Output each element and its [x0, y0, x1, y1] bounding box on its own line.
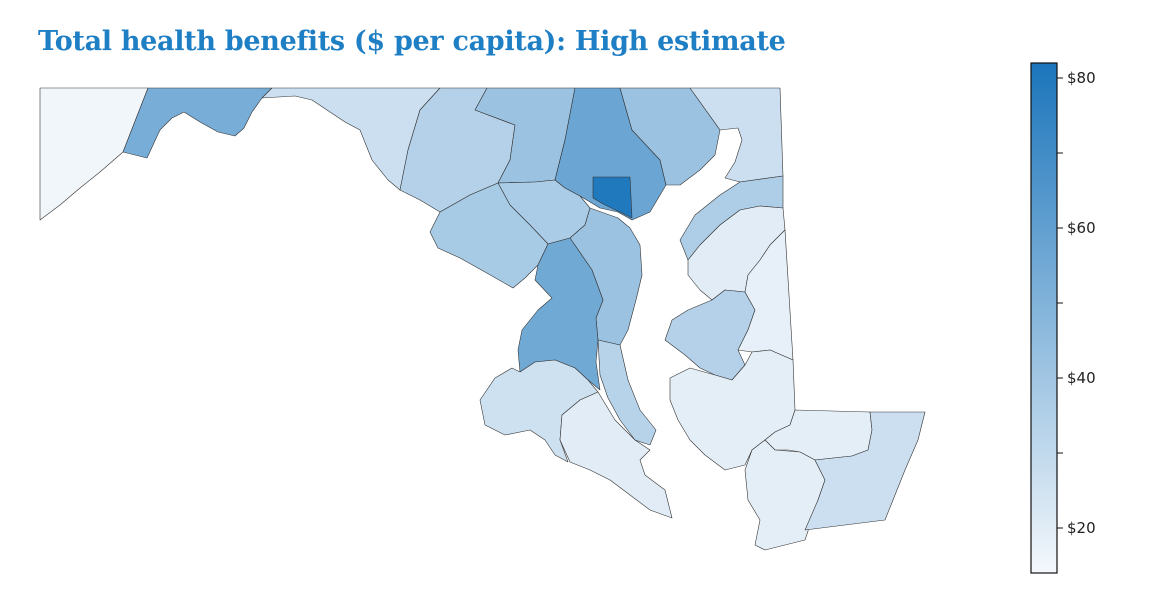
map-title: Total health benefits ($ per capita): Hi… — [38, 26, 786, 57]
legend-tick-label: $60 — [1067, 219, 1096, 237]
legend-colorbar — [1030, 62, 1058, 574]
county-talbot[interactable] — [664, 289, 756, 381]
legend-tick-label: $80 — [1067, 69, 1096, 87]
legend-ticks: $20 $40 $60 $80 — [1057, 69, 1096, 537]
legend-tick-label: $20 — [1067, 519, 1096, 537]
county-baltimore-city[interactable] — [592, 176, 633, 219]
maryland-map — [39, 87, 926, 551]
county-charles[interactable] — [479, 359, 599, 463]
county-montgomery[interactable] — [429, 182, 549, 289]
legend-tick-label: $40 — [1067, 369, 1096, 387]
county-cecil[interactable] — [689, 87, 784, 183]
county-allegany[interactable] — [122, 87, 273, 159]
county-worcester[interactable] — [804, 411, 926, 531]
color-legend: $20 $40 $60 $80 — [1030, 62, 1096, 574]
county-st-marys[interactable] — [559, 391, 673, 519]
county-calvert[interactable] — [597, 339, 657, 446]
